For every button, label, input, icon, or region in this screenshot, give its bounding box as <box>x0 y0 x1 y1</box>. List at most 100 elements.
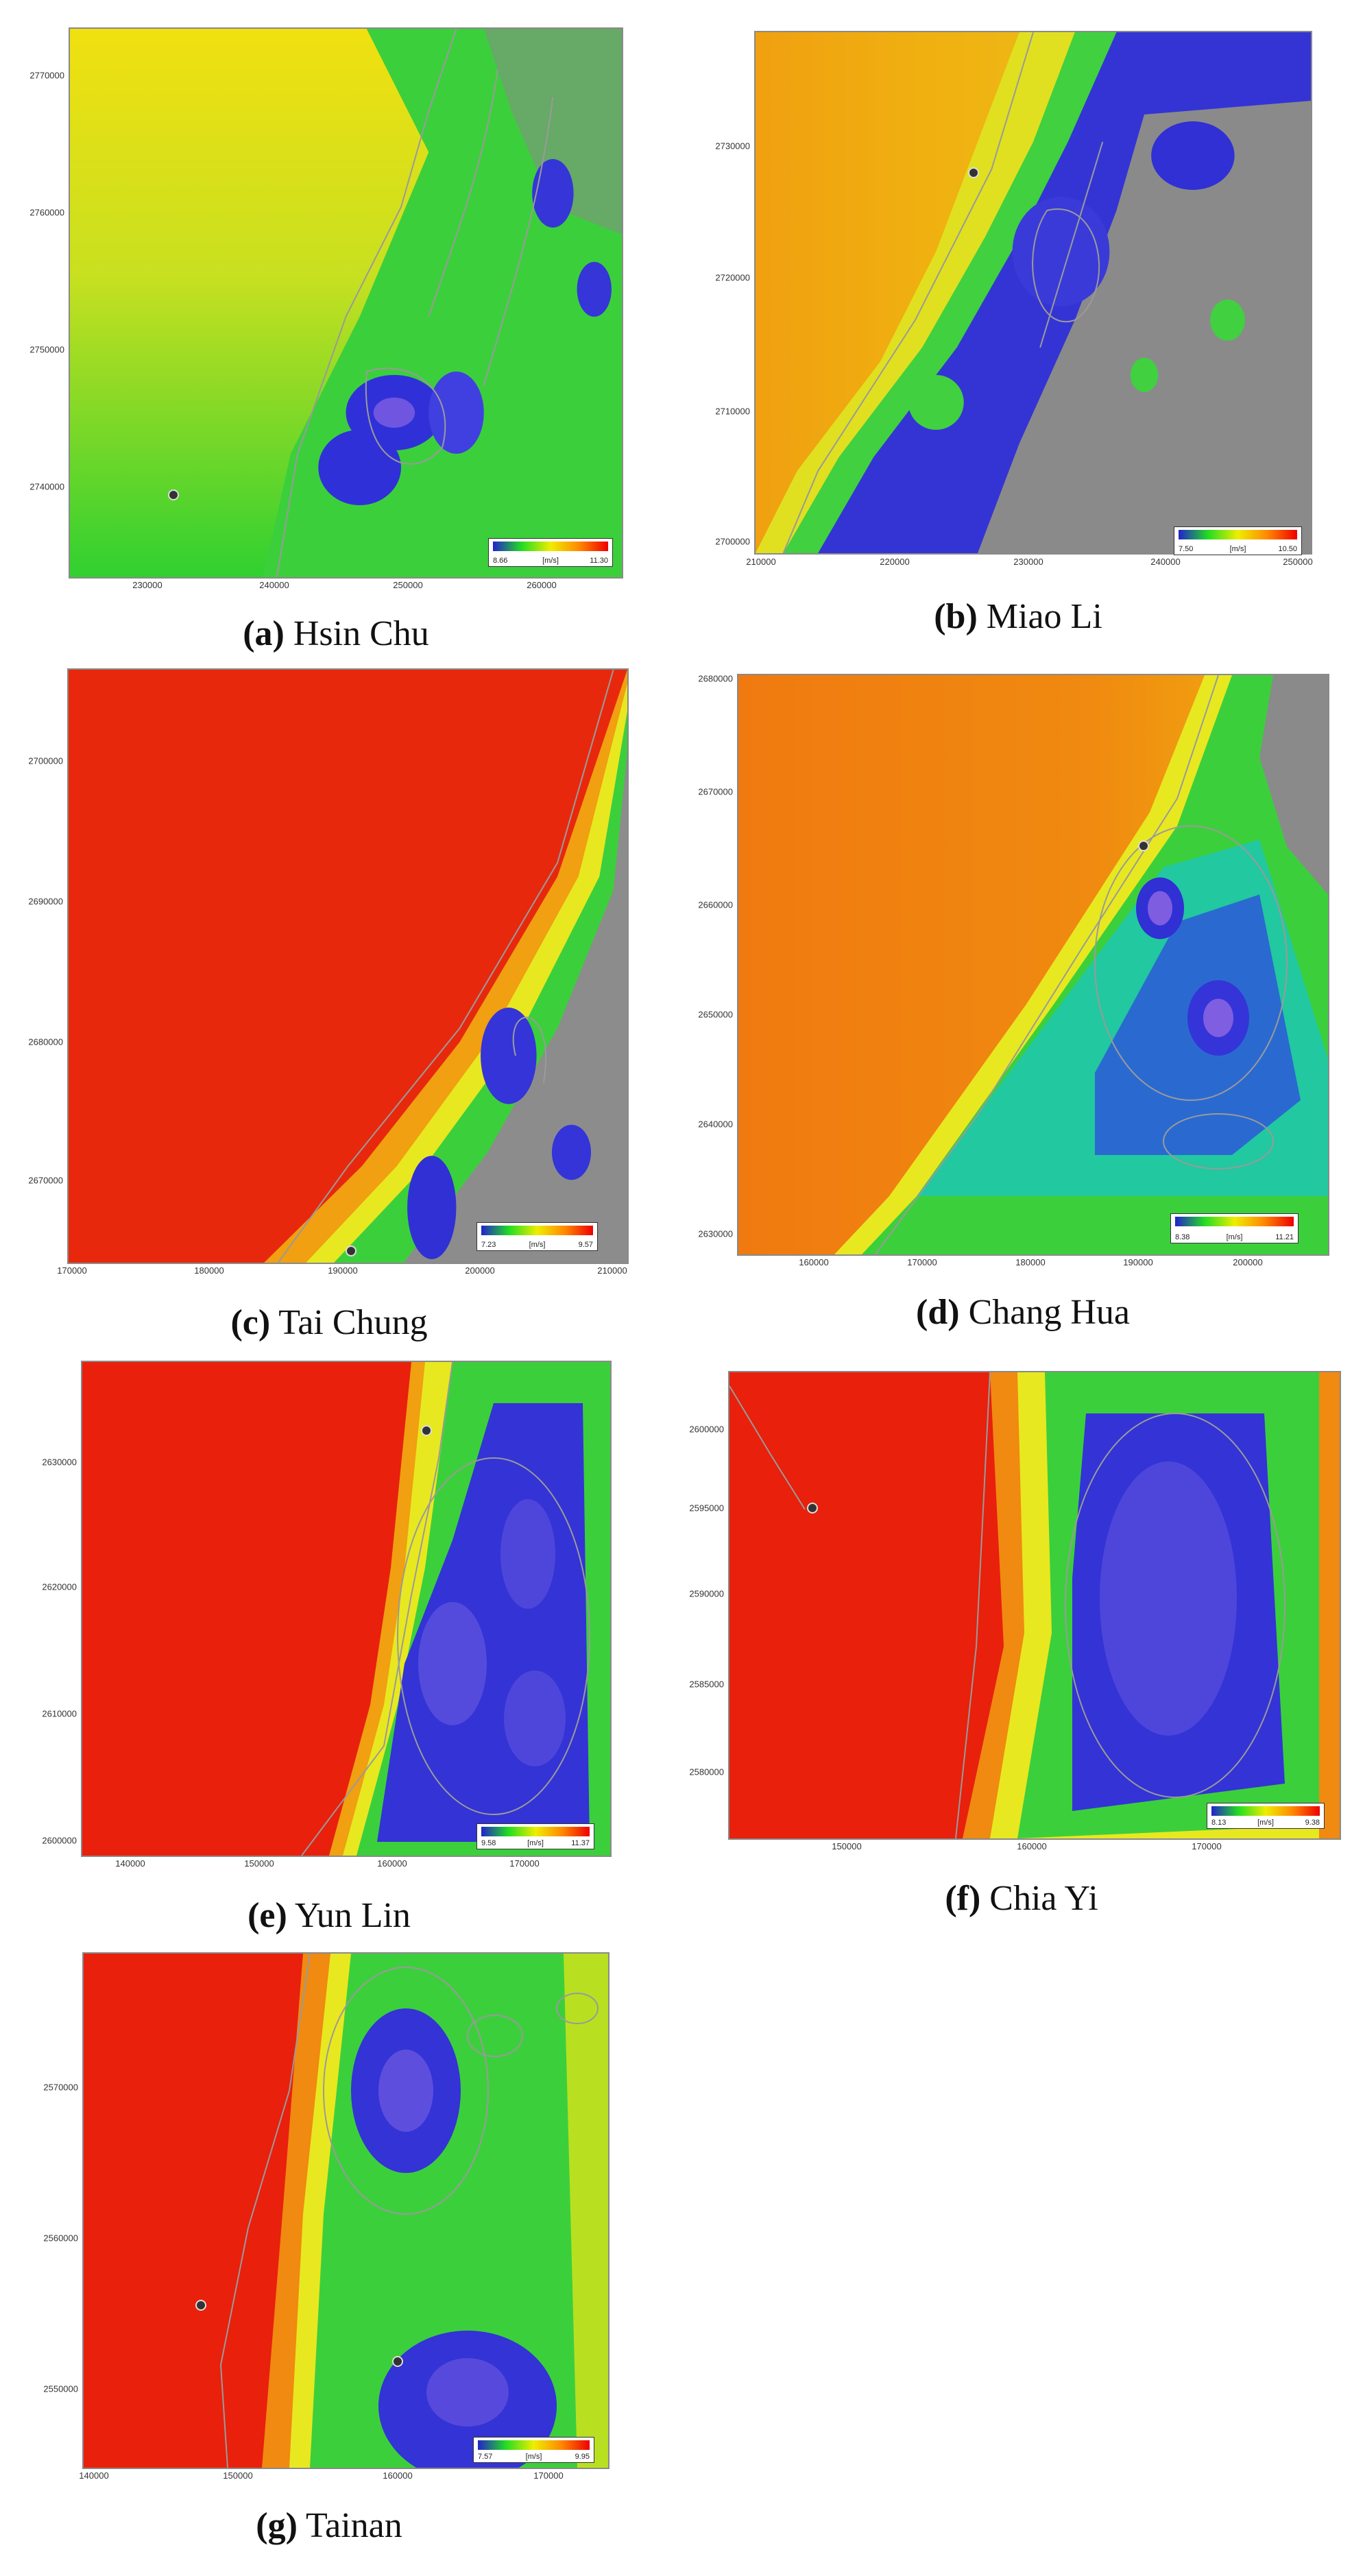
x-tick-b-3: 240000 <box>1150 557 1181 567</box>
map-d <box>737 674 1329 1256</box>
caption-c: (c) Tai Chung <box>230 1302 427 1343</box>
location-marker-b <box>968 167 979 178</box>
y-tick-f-2: 2590000 <box>689 1588 724 1599</box>
caption-e: (e) Yun Lin <box>248 1895 411 1936</box>
legend-unit-e: [m/s] <box>527 1839 544 1847</box>
x-tick-d-2: 180000 <box>1015 1257 1046 1267</box>
map-c <box>67 668 629 1264</box>
caption-name-e: Yun Lin <box>294 1896 411 1935</box>
legend-unit-c: [m/s] <box>529 1241 546 1249</box>
y-tick-f-3: 2585000 <box>689 1679 724 1690</box>
y-tick-d-0: 2680000 <box>698 673 733 684</box>
caption-name-g: Tainan <box>305 2506 402 2545</box>
map-f <box>728 1371 1341 1840</box>
legend-g: 7.57 [m/s] 9.95 <box>473 2437 594 2463</box>
caption-a: (a) Hsin Chu <box>243 613 429 654</box>
y-tick-d-5: 2630000 <box>698 1228 733 1239</box>
location-marker-a <box>168 489 179 500</box>
y-tick-f-4: 2580000 <box>689 1766 724 1777</box>
location-marker-d <box>1138 840 1149 851</box>
x-tick-c-2: 190000 <box>328 1265 358 1276</box>
y-tick-b-3: 2700000 <box>715 536 750 547</box>
x-tick-g-1: 150000 <box>223 2470 253 2481</box>
colorbar-b <box>1179 530 1297 539</box>
location-marker-e <box>421 1425 432 1436</box>
x-tick-d-4: 200000 <box>1233 1257 1263 1267</box>
x-tick-e-2: 160000 <box>377 1858 407 1869</box>
caption-letter-c: (c) <box>230 1303 271 1342</box>
caption-name-a: Hsin Chu <box>293 614 429 653</box>
colorbar-d <box>1175 1217 1294 1226</box>
x-tick-a-1: 240000 <box>259 580 289 590</box>
x-tick-b-2: 230000 <box>1013 557 1043 567</box>
y-tick-e-1: 2620000 <box>42 1581 77 1592</box>
caption-name-c: Tai Chung <box>278 1303 428 1342</box>
wind-speed-map-g <box>84 1954 608 2468</box>
x-tick-f-2: 170000 <box>1192 1841 1222 1851</box>
legend-unit-d: [m/s] <box>1226 1233 1243 1241</box>
y-tick-d-4: 2640000 <box>698 1119 733 1130</box>
legend-min-a: 8.66 <box>493 557 508 565</box>
x-tick-e-0: 140000 <box>115 1858 145 1869</box>
wind-speed-map-a <box>70 29 622 577</box>
legend-d: 8.38 [m/s] 11.21 <box>1170 1213 1299 1243</box>
x-tick-b-4: 250000 <box>1283 557 1313 567</box>
wind-speed-map-f <box>729 1372 1340 1838</box>
y-tick-e-0: 2630000 <box>42 1457 77 1468</box>
caption-name-f: Chia Yi <box>989 1879 1098 1918</box>
y-tick-f-0: 2600000 <box>689 1424 724 1435</box>
x-tick-e-3: 170000 <box>509 1858 540 1869</box>
y-tick-b-2: 2710000 <box>715 406 750 417</box>
x-tick-c-1: 180000 <box>194 1265 224 1276</box>
x-tick-f-0: 150000 <box>832 1841 862 1851</box>
legend-f: 8.13 [m/s] 9.38 <box>1207 1803 1325 1829</box>
legend-a: 8.66 [m/s] 11.30 <box>488 538 613 567</box>
legend-unit-b: [m/s] <box>1229 545 1246 553</box>
y-tick-a-0: 2770000 <box>29 70 64 81</box>
caption-letter-b: (b) <box>934 597 978 636</box>
x-tick-c-4: 210000 <box>597 1265 627 1276</box>
y-tick-d-2: 2660000 <box>698 899 733 910</box>
caption-d: (d) Chang Hua <box>916 1292 1130 1333</box>
y-tick-a-3: 2740000 <box>29 481 64 492</box>
wind-speed-map-b <box>756 32 1311 553</box>
location-marker-c <box>346 1246 357 1256</box>
caption-letter-e: (e) <box>248 1896 287 1935</box>
y-tick-b-0: 2730000 <box>715 141 750 151</box>
legend-max-a: 11.30 <box>590 557 608 565</box>
x-tick-a-0: 230000 <box>132 580 162 590</box>
x-tick-b-0: 210000 <box>746 557 776 567</box>
legend-max-c: 9.57 <box>578 1241 593 1249</box>
caption-name-d: Chang Hua <box>968 1293 1130 1332</box>
caption-letter-g: (g) <box>256 2506 298 2545</box>
x-tick-d-0: 160000 <box>799 1257 829 1267</box>
y-tick-f-1: 2595000 <box>689 1503 724 1514</box>
legend-min-c: 7.23 <box>481 1241 496 1249</box>
legend-min-e: 9.58 <box>481 1839 496 1847</box>
legend-max-f: 9.38 <box>1305 1819 1320 1827</box>
map-b <box>754 31 1312 555</box>
y-tick-c-0: 2700000 <box>28 755 63 766</box>
caption-name-b: Miao Li <box>986 597 1102 636</box>
x-tick-c-0: 170000 <box>57 1265 87 1276</box>
y-tick-e-3: 2600000 <box>42 1835 77 1846</box>
caption-letter-d: (d) <box>916 1293 960 1332</box>
colorbar-g <box>478 2440 590 2450</box>
legend-b: 7.50 [m/s] 10.50 <box>1174 526 1302 555</box>
legend-min-f: 8.13 <box>1211 1819 1227 1827</box>
legend-unit-f: [m/s] <box>1257 1819 1274 1827</box>
legend-max-b: 10.50 <box>1278 545 1297 553</box>
location-marker-g-1 <box>195 2300 206 2311</box>
x-tick-e-1: 150000 <box>244 1858 274 1869</box>
wind-speed-map-e <box>82 1362 610 1856</box>
y-tick-c-1: 2690000 <box>28 896 63 907</box>
x-tick-g-2: 160000 <box>383 2470 413 2481</box>
wind-speed-map-c <box>69 670 627 1263</box>
y-tick-d-3: 2650000 <box>698 1009 733 1020</box>
legend-max-g: 9.95 <box>575 2453 590 2461</box>
x-tick-g-0: 140000 <box>79 2470 109 2481</box>
legend-min-d: 8.38 <box>1175 1233 1190 1241</box>
y-tick-a-1: 2760000 <box>29 207 64 218</box>
x-tick-d-1: 170000 <box>907 1257 937 1267</box>
legend-min-b: 7.50 <box>1179 545 1194 553</box>
